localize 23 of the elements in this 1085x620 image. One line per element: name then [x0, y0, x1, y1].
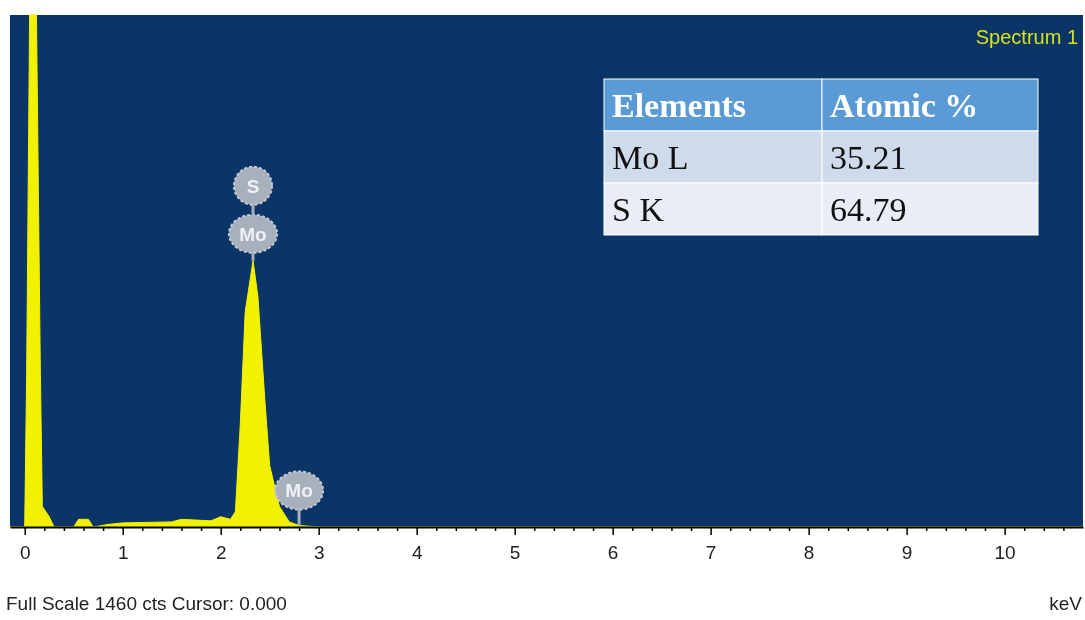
annotation: 35.21 — [830, 139, 907, 176]
x-tick-label: 8 — [803, 541, 815, 563]
x-tick-label: 0 — [19, 541, 31, 563]
x-tick-label: 4 — [411, 541, 423, 563]
annotation: 64.79 — [830, 191, 907, 228]
text: Full Scale 1460 cts Cursor: 0.000 — [6, 593, 287, 614]
x-tick-label: 3 — [313, 541, 325, 563]
annotation: S — [246, 175, 260, 197]
annotation: Mo — [239, 223, 267, 245]
annotation: Mo — [285, 480, 313, 502]
x-tick-label: 2 — [215, 541, 227, 563]
x-tick-label: 6 — [607, 541, 619, 563]
x-tick-label: 10 — [994, 541, 1016, 563]
annotation: Mo L — [612, 139, 689, 176]
x-tick-label: 1 — [117, 541, 129, 563]
x-axis-title: keV — [1049, 593, 1083, 614]
annotation: Elements — [612, 87, 747, 124]
x-tick-label: 5 — [509, 541, 521, 563]
x-tick-label: 9 — [901, 541, 913, 563]
annotation: S K — [612, 191, 665, 228]
annotation: Atomic % — [830, 87, 979, 124]
x-tick-label: 7 — [705, 541, 717, 563]
annotation: Spectrum 1 — [975, 26, 1078, 48]
